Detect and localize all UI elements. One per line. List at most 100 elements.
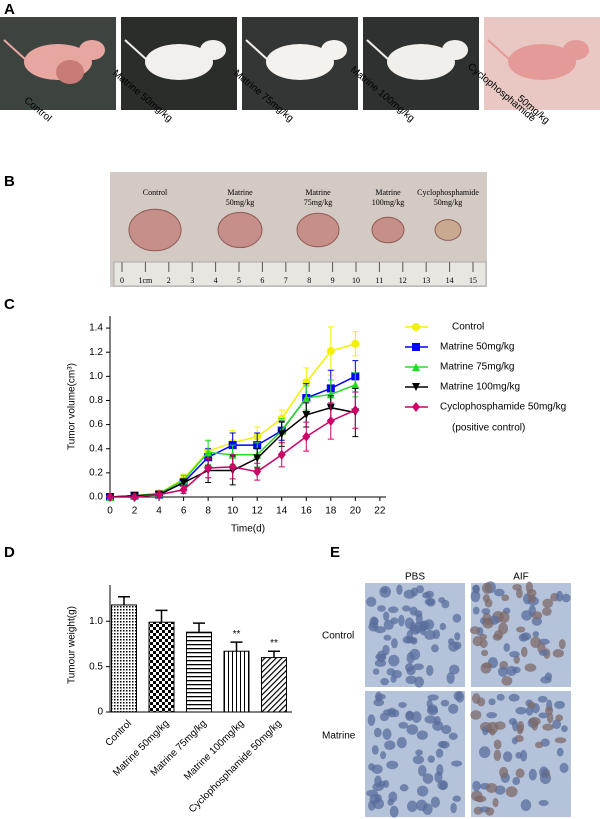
cell	[382, 728, 392, 740]
cell	[381, 587, 388, 594]
tumor	[296, 212, 340, 248]
point	[179, 484, 188, 495]
cell	[552, 719, 562, 730]
point	[130, 492, 139, 502]
ruler-label: 13	[422, 276, 430, 285]
point	[302, 410, 311, 419]
tumor-label: 75mg/kg	[304, 198, 332, 207]
x-tick-label: 2	[132, 506, 138, 517]
point	[326, 415, 335, 426]
legend-label: Cyclophosphamide 50mg/kg	[440, 402, 566, 413]
error-bar	[268, 650, 280, 658]
cell	[372, 668, 380, 675]
point	[253, 454, 262, 463]
legend-label: Control	[452, 322, 484, 333]
cell	[441, 724, 452, 735]
cell	[535, 741, 544, 749]
row-label: Control	[322, 631, 354, 642]
point	[228, 461, 237, 472]
cell	[373, 727, 382, 738]
cell	[555, 590, 564, 602]
ruler-label: 2	[167, 276, 171, 285]
cell	[478, 746, 491, 759]
cell	[398, 721, 409, 729]
cell	[439, 781, 447, 791]
cell	[453, 641, 462, 650]
cell	[539, 766, 549, 778]
cell	[439, 741, 450, 749]
cell	[508, 693, 520, 702]
micrograph	[470, 691, 571, 817]
cell	[531, 611, 543, 620]
cell	[377, 605, 386, 612]
tumor-label: 50mg/kg	[434, 198, 462, 207]
cell	[376, 650, 387, 663]
tumor	[217, 211, 263, 249]
cell	[409, 648, 421, 661]
cell	[427, 694, 439, 701]
ruler-label: 10	[352, 276, 360, 285]
ruler-label: 8	[307, 276, 311, 285]
cell	[488, 698, 496, 706]
error-bar	[118, 596, 130, 605]
cell	[433, 715, 441, 726]
tumor	[434, 219, 462, 241]
cell	[416, 785, 429, 797]
x-tick-label: 18	[325, 506, 337, 517]
cell	[470, 710, 482, 720]
cell	[412, 663, 424, 671]
panel-label: E	[330, 544, 340, 561]
y-tick-label: 0.6	[89, 419, 103, 430]
cell	[520, 646, 528, 658]
tumor	[371, 216, 405, 244]
mouse-head	[563, 40, 589, 60]
ruler-label: 4	[214, 276, 218, 285]
cell	[501, 675, 513, 686]
ruler-label: 5	[237, 276, 241, 285]
cell	[414, 610, 423, 618]
row-label: Matrine	[322, 731, 356, 742]
cell	[493, 739, 502, 750]
legend-marker	[412, 402, 420, 412]
cell	[386, 760, 399, 770]
point	[351, 405, 360, 416]
x-axis-label: Time(d)	[231, 524, 265, 535]
cell	[389, 805, 399, 818]
cell	[545, 706, 554, 715]
cell	[542, 598, 554, 609]
mouse-body	[266, 44, 334, 80]
cell	[482, 662, 493, 669]
cell	[426, 699, 433, 709]
cell	[503, 751, 513, 763]
legend-marker	[412, 343, 420, 351]
cell	[391, 638, 398, 649]
cell	[538, 712, 549, 719]
cell	[552, 649, 564, 658]
cell	[406, 724, 419, 735]
cell	[415, 749, 423, 756]
cell	[388, 606, 399, 614]
cell	[527, 701, 536, 709]
x-tick-label: 8	[205, 506, 211, 517]
cell	[449, 664, 460, 675]
cell	[405, 636, 417, 644]
cell	[423, 619, 435, 630]
point	[204, 463, 213, 474]
cell	[528, 594, 536, 603]
point	[302, 431, 311, 442]
mouse-tail	[124, 39, 148, 61]
cell	[531, 720, 539, 731]
cell	[554, 700, 565, 709]
x-tick-label: 0	[107, 506, 113, 517]
cell	[388, 654, 400, 667]
cell	[499, 766, 509, 779]
cell	[540, 676, 552, 684]
ruler-label: 1cm	[139, 276, 154, 285]
cell	[501, 594, 510, 602]
mouse-tail	[245, 39, 269, 61]
tumor-label: 100mg/kg	[372, 198, 404, 207]
cell	[455, 691, 465, 703]
cell	[498, 611, 510, 624]
cell	[431, 644, 439, 653]
